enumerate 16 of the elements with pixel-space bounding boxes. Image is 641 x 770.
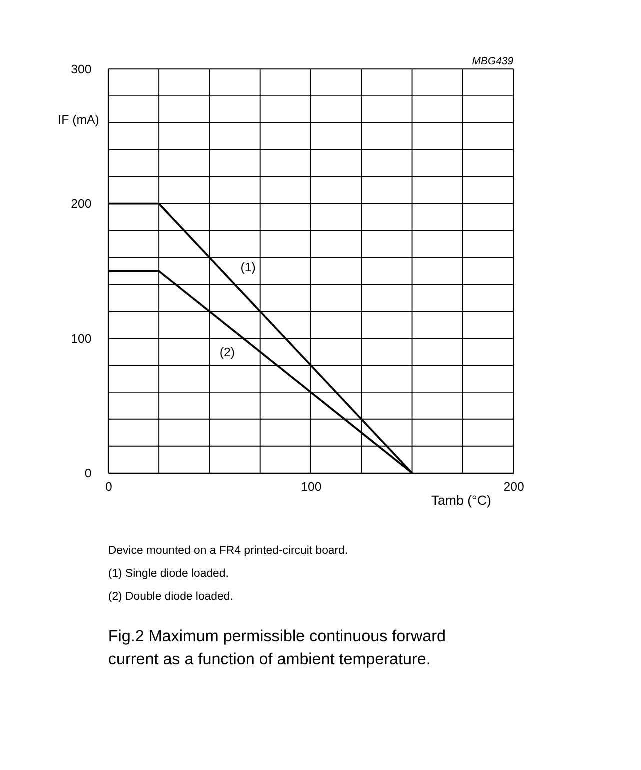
x-axis-title: Tamb (°C) bbox=[431, 493, 492, 508]
text: Device mounted on a FR4 printed-circuit board. bbox=[108, 545, 348, 558]
x-tick-label: 100 bbox=[301, 480, 322, 494]
y-tick-label: 300 bbox=[71, 62, 92, 76]
series-label: (2) bbox=[220, 346, 235, 360]
text: (1) Single diode loaded. bbox=[108, 568, 229, 580]
text: (2) Double diode loaded. bbox=[108, 590, 234, 603]
series-label: (1) bbox=[240, 260, 256, 274]
y-axis-title: IF (mA) bbox=[58, 112, 100, 127]
text: MBG439 bbox=[472, 56, 514, 68]
y-tick-label: 100 bbox=[71, 332, 92, 346]
text: Fig.2 Maximum permissible continuous forward current as a function of ambient temperature. bbox=[108, 628, 446, 668]
x-tick-label: 200 bbox=[504, 480, 524, 494]
x-tick-label: 0 bbox=[105, 480, 112, 494]
y-tick-label: 0 bbox=[84, 466, 92, 481]
y-tick-label: 200 bbox=[71, 197, 92, 212]
